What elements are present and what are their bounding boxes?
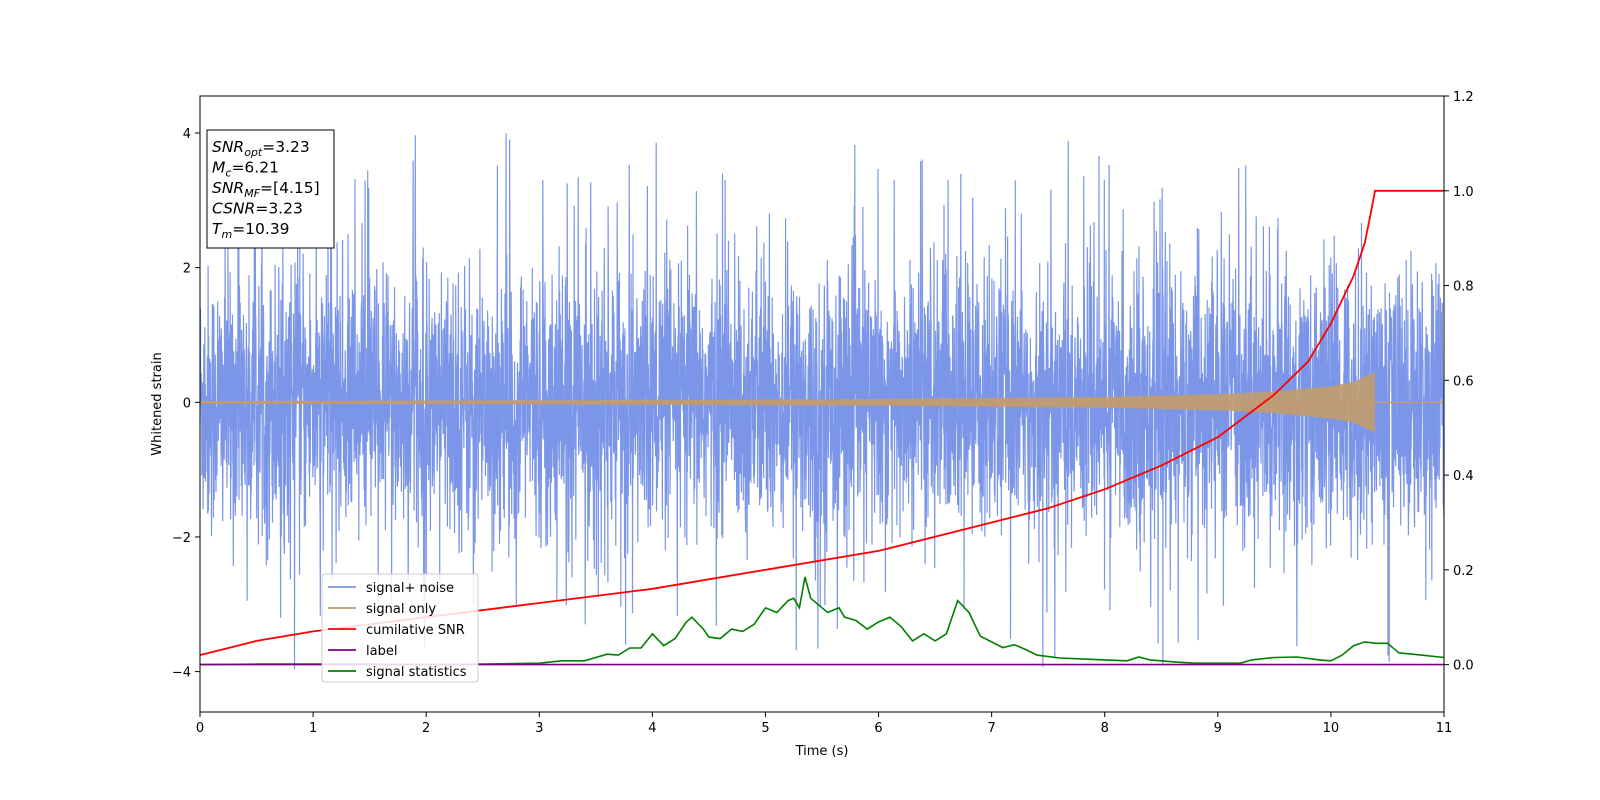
y-right-tick-label: 1.2 — [1453, 90, 1474, 105]
y-left-tick-label: 4 — [183, 127, 191, 142]
x-tick-label: 9 — [1214, 721, 1222, 736]
y-axis-right: 1.2 1.0 0.8 0.6 0.4 0.2 0.0 — [1444, 90, 1474, 674]
x-tick-label: 1 — [309, 721, 317, 736]
x-tick-label: 11 — [1436, 721, 1453, 736]
x-tick-label: 2 — [422, 721, 430, 736]
annotation-line: Mc=6.21 — [212, 159, 279, 180]
y-axis-label: Whitened strain — [150, 352, 165, 455]
y-right-tick-label: 0.0 — [1453, 659, 1474, 674]
x-tick-label: 0 — [196, 721, 204, 736]
plot-frame — [199, 95, 1445, 713]
annotation-line: SNRopt=3.23 — [212, 138, 310, 159]
legend-entry: label — [366, 644, 397, 659]
y-right-tick-label: 0.2 — [1453, 564, 1474, 579]
legend-frame — [321, 573, 479, 683]
annotation-line: CSNR=3.23 — [212, 200, 303, 218]
y-right-tick-label: 0.8 — [1453, 280, 1474, 295]
x-tick-label: 6 — [874, 721, 882, 736]
annotation-line: Tm=10.39 — [212, 220, 290, 241]
y-right-tick-label: 0.4 — [1453, 469, 1474, 484]
x-tick-label: 4 — [648, 721, 656, 736]
signal-statistics-line — [199, 576, 1445, 666]
annotation-line: SNRMF=[4.15] — [212, 179, 320, 200]
annotation-frame — [206, 129, 335, 249]
legend: signal+ noise signal only cumilative SNR la… — [321, 573, 479, 683]
x-axis-label: Time (s) — [795, 744, 849, 759]
series-signal-noise — [199, 133, 1445, 670]
legend-entry: signal only — [366, 602, 436, 617]
legend-entry: cumilative SNR — [366, 623, 465, 638]
y-left-tick-label: −4 — [172, 666, 191, 681]
x-tick-label: 7 — [987, 721, 995, 736]
y-left-tick-label: 0 — [183, 396, 191, 411]
x-tick-label: 3 — [535, 721, 543, 736]
x-tick-label: 8 — [1101, 721, 1109, 736]
legend-entry: signal+ noise — [366, 581, 454, 596]
y-axis-left: 4 2 0 −2 −4 — [172, 127, 200, 681]
y-right-tick-label: 1.0 — [1453, 185, 1474, 200]
series-signal-only — [200, 372, 1444, 433]
x-tick-label: 10 — [1323, 721, 1340, 736]
series-signal-statistics — [199, 576, 1445, 666]
legend-entry: signal statistics — [366, 665, 467, 680]
y-left-tick-label: −2 — [172, 531, 191, 546]
signal-noise-line — [199, 133, 1445, 670]
y-left-tick-label: 2 — [183, 262, 191, 277]
x-axis: 0 1 2 3 4 5 6 7 8 9 10 11 — [196, 712, 1452, 736]
x-tick-label: 5 — [761, 721, 769, 736]
y-right-tick-label: 0.6 — [1453, 374, 1474, 389]
